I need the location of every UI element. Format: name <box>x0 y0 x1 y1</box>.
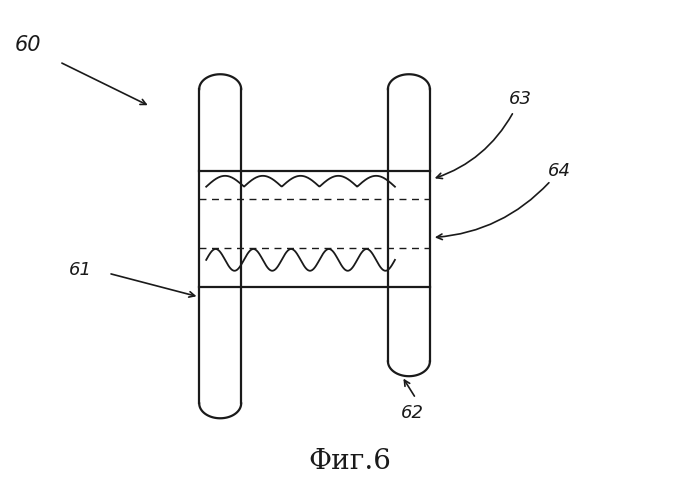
Text: 63: 63 <box>510 90 532 108</box>
Text: 61: 61 <box>69 261 92 279</box>
Text: 60: 60 <box>15 35 41 54</box>
Text: 64: 64 <box>548 162 570 180</box>
Text: Фиг.6: Фиг.6 <box>308 448 391 475</box>
Text: 62: 62 <box>401 404 424 422</box>
